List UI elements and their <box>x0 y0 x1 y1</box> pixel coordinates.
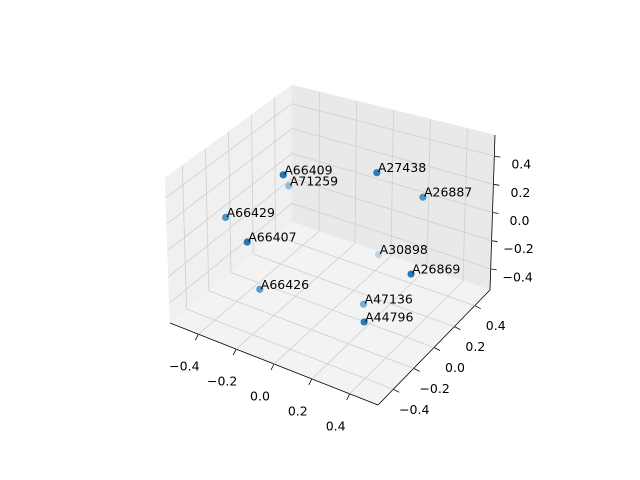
grid-line <box>291 202 491 270</box>
grid-line <box>169 203 293 304</box>
grid-line <box>167 153 293 251</box>
tick-mark <box>270 363 275 371</box>
point-label: A44796 <box>365 309 413 324</box>
point <box>360 318 368 326</box>
y-tick-label: 0.2 <box>465 339 485 354</box>
point-label: A71259 <box>290 173 338 188</box>
point-label: A66426 <box>261 277 309 292</box>
point <box>221 213 230 222</box>
y-tick-label: −0.4 <box>399 402 429 417</box>
grid-line <box>168 178 293 278</box>
z-tick-label: 0.0 <box>510 213 530 228</box>
x-tick-label: 0.0 <box>250 389 270 404</box>
grid-line <box>291 103 495 157</box>
tick-mark <box>433 347 441 351</box>
tick-mark <box>474 305 481 310</box>
point-label: A30898 <box>380 242 428 257</box>
point <box>279 171 287 179</box>
tick-mark <box>195 334 199 341</box>
grid-line <box>166 128 293 225</box>
z-tick-label: 0.2 <box>510 185 530 200</box>
y-tick-label: −0.2 <box>419 381 449 396</box>
point-label: A26869 <box>412 262 460 277</box>
grid-line <box>165 103 293 199</box>
grid-line <box>230 272 435 348</box>
tick-mark <box>493 183 500 186</box>
x-tick-label: −0.4 <box>169 359 199 374</box>
tick-mark <box>491 240 498 243</box>
tick-mark <box>346 393 350 400</box>
grid-line <box>291 153 493 213</box>
tick-mark <box>490 268 497 271</box>
z-tick-label: −0.4 <box>503 269 533 284</box>
point-label: A66409 <box>284 162 332 177</box>
z-tick-label: −0.2 <box>503 241 533 256</box>
point <box>407 270 415 278</box>
point-label: A27438 <box>378 160 426 175</box>
x-tick-label: 0.2 <box>288 403 308 418</box>
grid-line <box>186 308 394 390</box>
point <box>256 285 264 293</box>
point <box>374 251 383 259</box>
grid-line <box>291 178 492 242</box>
y-tick-label: 0.4 <box>486 318 506 333</box>
point <box>243 238 251 246</box>
z-tick-label: 0.4 <box>511 157 531 172</box>
grid-line <box>208 290 414 369</box>
grid-line <box>253 253 455 327</box>
tick-mark <box>492 212 499 214</box>
tick-mark <box>454 326 461 330</box>
y-tick-label: 0.0 <box>445 360 465 375</box>
point <box>359 300 368 308</box>
grid-line <box>275 235 475 307</box>
x-tick-label: 0.4 <box>326 418 346 433</box>
grid-line <box>291 128 494 185</box>
point <box>373 169 381 177</box>
tick-mark <box>413 368 420 372</box>
point-label: A66407 <box>248 230 296 245</box>
point <box>285 182 293 190</box>
point-label: A47136 <box>365 292 413 307</box>
point-label: A66429 <box>227 205 275 220</box>
tick-mark <box>232 348 237 356</box>
x-tick-label: −0.2 <box>207 374 237 389</box>
point-label: A26887 <box>424 185 472 200</box>
point <box>419 193 427 201</box>
tick-mark <box>393 388 400 393</box>
tick-mark <box>308 378 313 386</box>
tick-mark <box>494 155 501 158</box>
